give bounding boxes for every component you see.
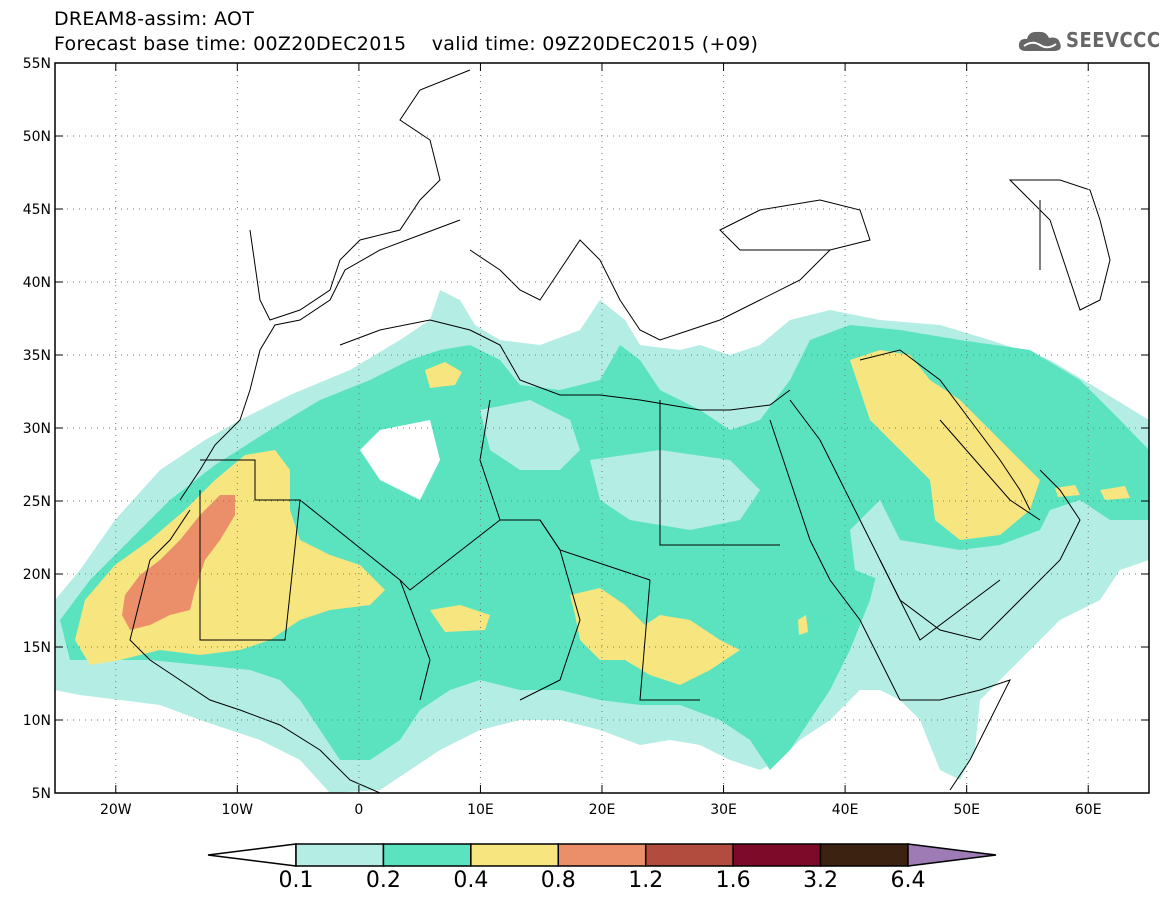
colorbar-label: 6.4 [890, 868, 926, 893]
logo-text: SEEVCCC [1066, 28, 1161, 52]
colorbar-low-arrow [207, 843, 297, 867]
lat-tick-label: 15N [23, 640, 51, 656]
lat-tick-label: 5N [32, 786, 51, 802]
lon-tick-label: 20W [100, 802, 132, 818]
axis-ticks [55, 62, 1149, 794]
lon-tick-label: 50E [953, 802, 980, 818]
colorbar-label: 0.4 [453, 868, 489, 893]
aot-band-0.8 [122, 495, 235, 630]
lon-tick-label: 60E [1075, 802, 1102, 818]
lon-tick-label: 10E [467, 802, 494, 818]
colorbar-label: 3.2 [803, 868, 839, 893]
lat-tick-label: 10N [23, 713, 51, 729]
cloud-icon [1018, 31, 1061, 51]
lat-tick-label: 35N [23, 348, 51, 364]
lat-tick-label: 55N [23, 56, 51, 72]
colorbar-swatch [470, 843, 560, 867]
lon-tick-label: 20E [589, 802, 616, 818]
lat-tick-label: 25N [23, 494, 51, 510]
lat-tick-label: 50N [23, 129, 51, 145]
coastlines [129, 69, 1111, 793]
map-title: DREAM8-assim: AOT [54, 8, 255, 30]
colorbar [207, 843, 997, 867]
lon-tick-label: 40E [832, 802, 859, 818]
colorbar-swatch [644, 843, 734, 867]
lat-tick-label: 20N [23, 567, 51, 583]
seevccc-logo: SEEVCCC [1018, 27, 1161, 55]
lon-tick-label: 0 [354, 802, 363, 818]
colorbar-swatch [557, 843, 647, 867]
lon-tick-label: 10W [221, 802, 253, 818]
colorbar-swatch [382, 843, 472, 867]
base-time-label: Forecast base time: 00Z20DEC2015 [54, 33, 407, 55]
lat-tick-label: 30N [23, 421, 51, 437]
lat-tick-label: 45N [23, 202, 51, 218]
lon-tick-label: 30E [710, 802, 737, 818]
colorbar-swatch [732, 843, 822, 867]
lat-tick-label: 40N [23, 275, 51, 291]
axis-tick-labels: 20W 10W 0 10E 20E 30E 40E 50E 60E 55N 50N 45N 40N 35N… [23, 56, 1102, 818]
colorbar-swatch [819, 843, 909, 867]
colorbar-swatch [295, 843, 385, 867]
colorbar-label: 0.8 [540, 868, 576, 893]
colorbar-label: 1.6 [715, 868, 751, 893]
valid-time-label: valid time: 09Z20DEC2015 (+09) [431, 33, 759, 55]
colorbar-label: 0.2 [365, 868, 401, 893]
aot-shading [55, 290, 1149, 793]
colorbar-label: 0.1 [278, 868, 314, 893]
forecast-time-line: Forecast base time: 00Z20DEC2015 valid t… [54, 33, 758, 55]
colorbar-label: 1.2 [628, 868, 664, 893]
colorbar-high-arrow [907, 843, 997, 867]
aot-band-0.2 [60, 325, 1149, 770]
